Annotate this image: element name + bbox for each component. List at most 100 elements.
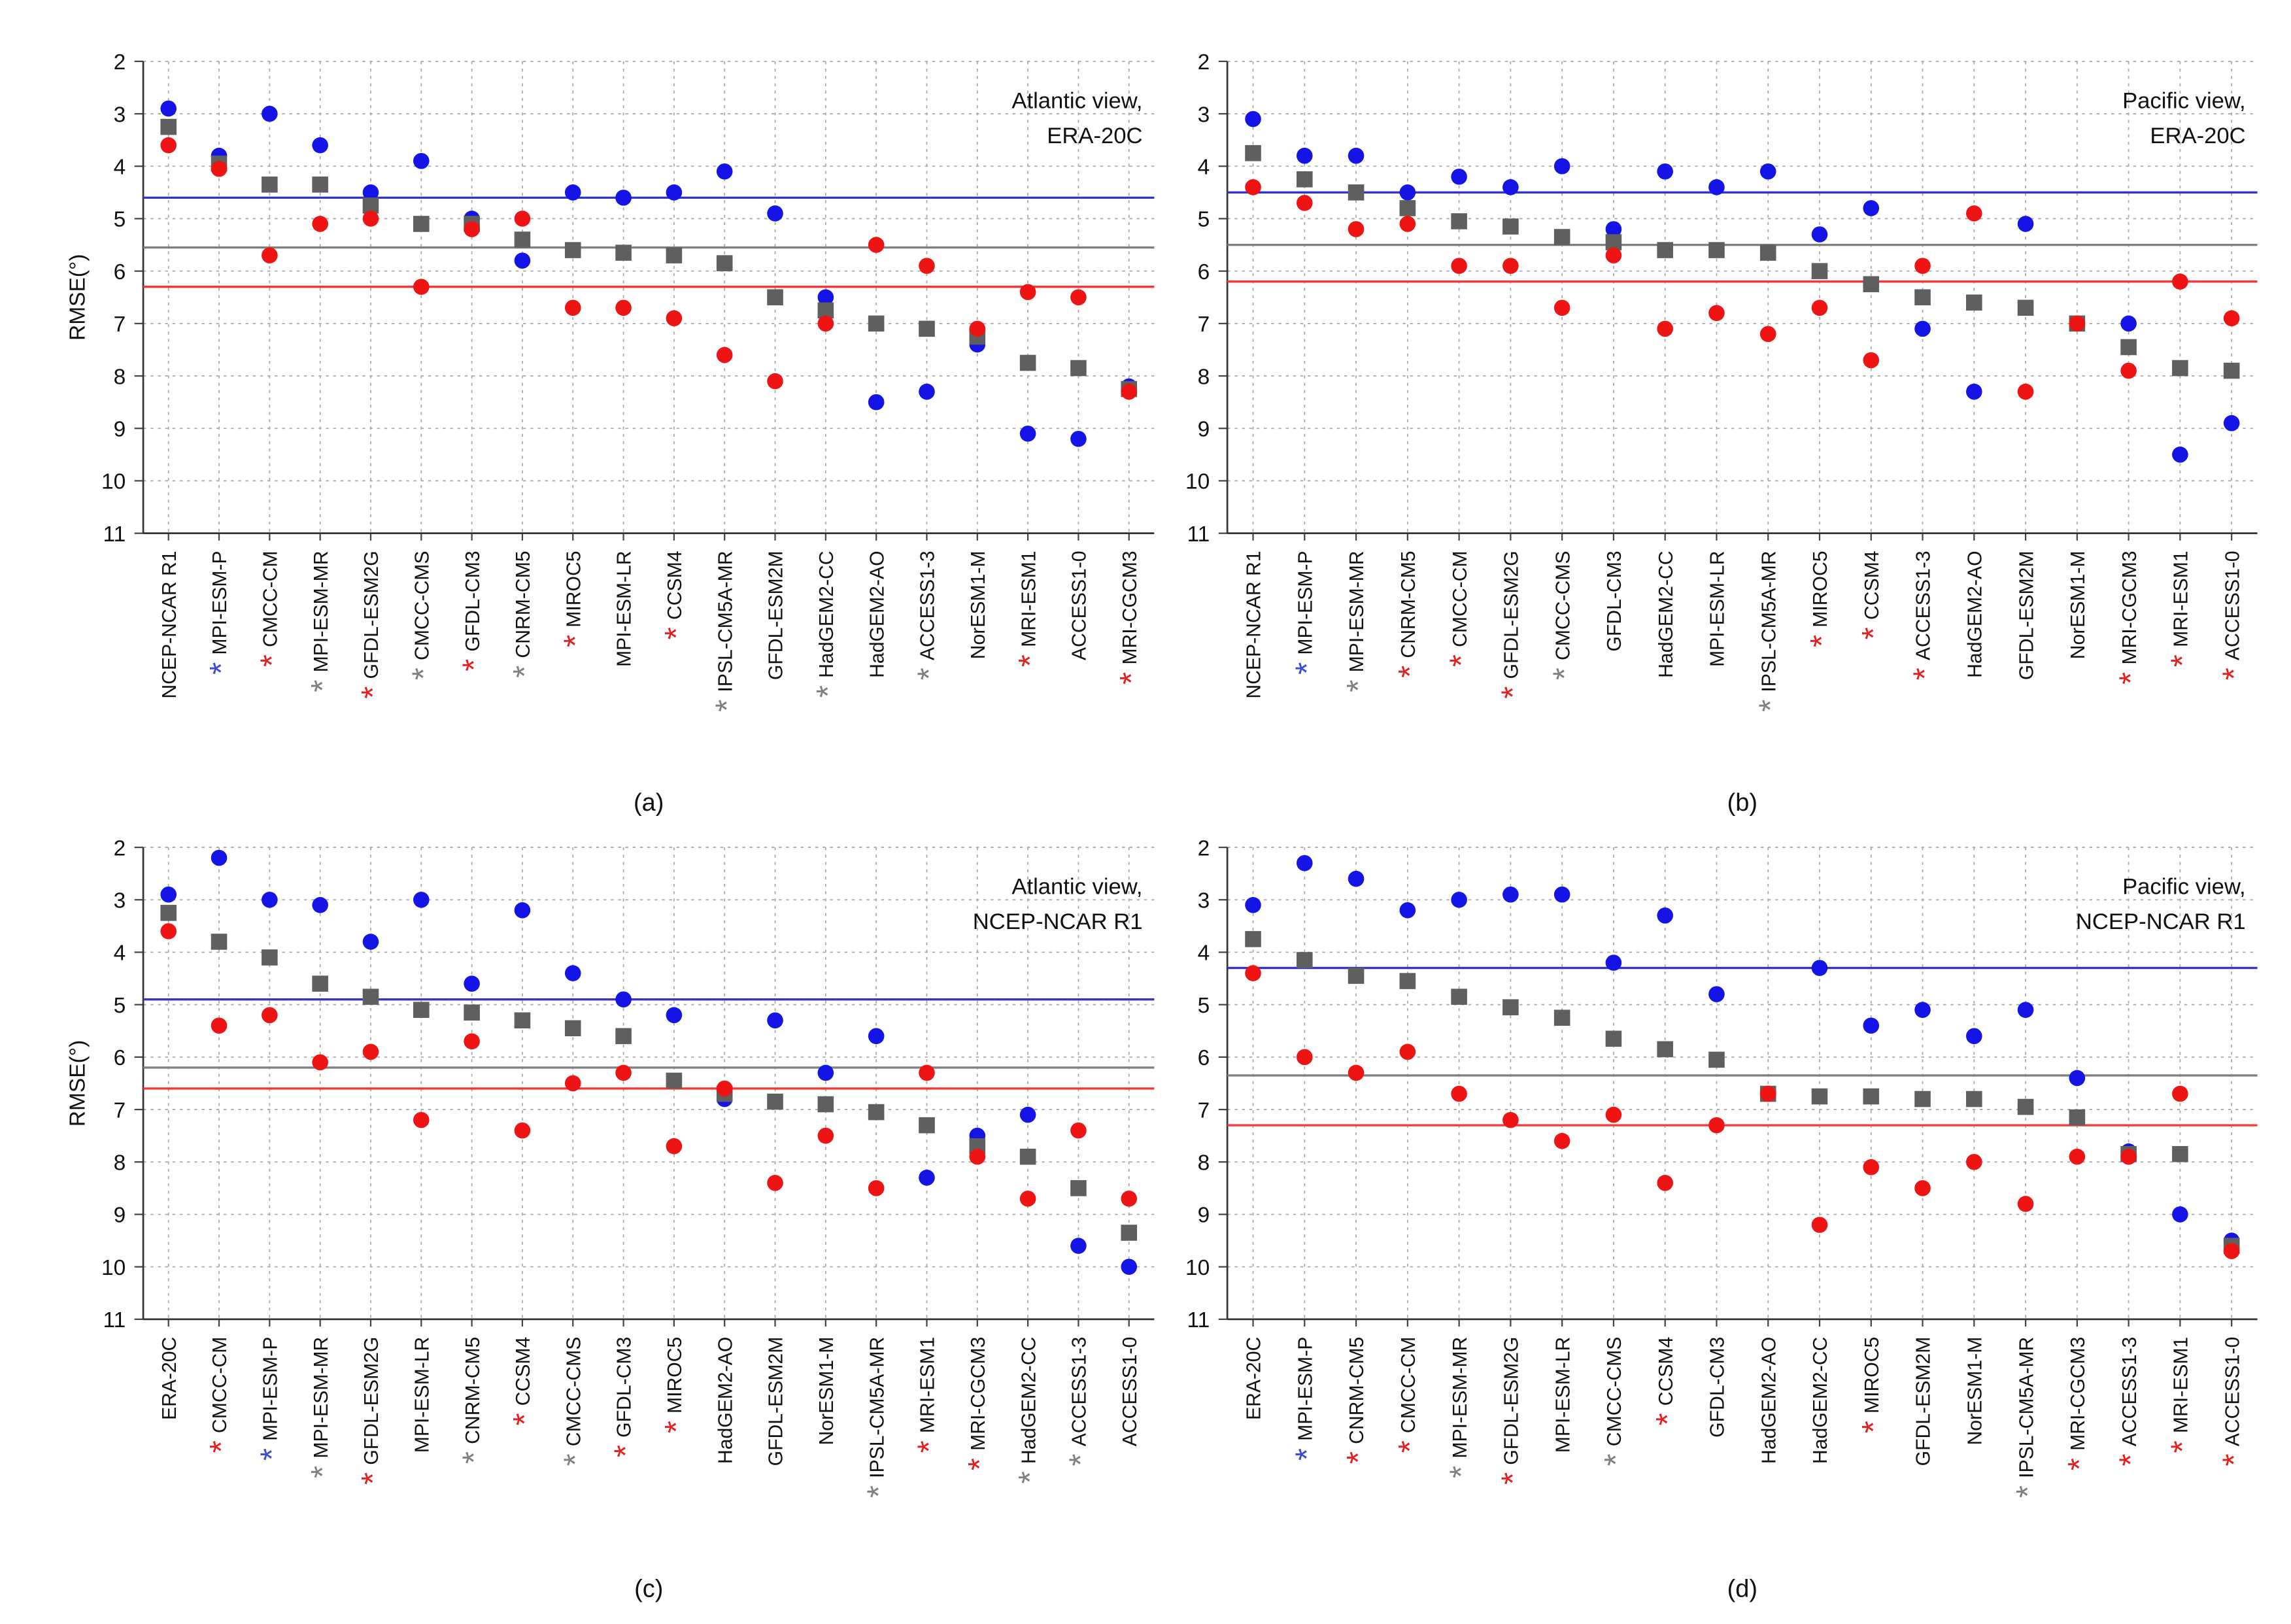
circle-marker [2017, 1196, 2034, 1212]
square-marker [413, 216, 430, 232]
category-name: NCEP-NCAR R1 [159, 550, 180, 698]
category-name: CNRM-CM5 [1346, 1337, 1368, 1444]
category-name: GFDL-ESM2M [1913, 1337, 1935, 1466]
significance-star: * [355, 1472, 391, 1485]
x-tick-label: * CMCC-CMS [405, 550, 441, 680]
x-tick-label: * MRI-ESM1 [1012, 550, 1048, 667]
circle-marker [2120, 1148, 2137, 1165]
circle-marker [2120, 362, 2137, 379]
y-tick-label: 11 [1187, 1308, 1210, 1332]
x-tick-label: GFDL-ESM2M [766, 1337, 787, 1466]
y-tick-label: 6 [1198, 1046, 1210, 1070]
y-tick-label: 8 [114, 365, 126, 389]
annotation: Pacific view, [2122, 88, 2246, 113]
category-name: HadGEM2-AO [715, 1337, 736, 1464]
square-marker [262, 177, 278, 193]
circle-marker [1019, 284, 1036, 301]
y-tick-label: 11 [1187, 522, 1210, 547]
significance-star: * [203, 1440, 239, 1453]
circle-marker [615, 1064, 632, 1081]
square-marker [564, 242, 581, 258]
circle-marker [160, 886, 177, 903]
x-tick-label: NorESM1-M [968, 550, 989, 659]
category-name: CCSM4 [664, 550, 686, 620]
square-marker [2172, 1145, 2188, 1162]
square-marker [919, 320, 935, 337]
circle-marker [666, 184, 683, 201]
x-tick-label: ACCESS1-0 [1069, 550, 1091, 660]
circle-marker [1708, 179, 1725, 195]
y-tick-label: 10 [101, 1256, 126, 1280]
x-tick-label: * ACCESS1-3 [911, 550, 947, 680]
circle-marker [413, 279, 430, 295]
category-name: MPI-ESM-P [1295, 550, 1316, 654]
category-name: ACCESS1-3 [917, 550, 939, 660]
square-marker [716, 255, 733, 271]
circle-marker [1399, 902, 1416, 919]
category-name: CCSM4 [1655, 1337, 1677, 1406]
circle-marker [2172, 447, 2188, 463]
circle-marker [1759, 163, 1776, 180]
category-name: CMCC-CMS [411, 550, 433, 660]
square-marker [1811, 1088, 1828, 1105]
y-tick-label: 2 [1198, 836, 1210, 860]
circle-marker [2172, 273, 2188, 290]
category-name: GFDL-CM3 [1604, 550, 1625, 651]
y-tick-label: 2 [1198, 50, 1210, 75]
square-marker [1657, 1041, 1673, 1058]
y-tick-label: 2 [114, 50, 126, 75]
circle-marker [2017, 383, 2034, 400]
circle-marker [262, 891, 278, 908]
annotation: ERA-20C [1047, 124, 1142, 148]
circle-marker [1121, 1259, 1138, 1275]
y-tick-label: 11 [103, 1308, 126, 1332]
category-name: GFDL-ESM2G [1501, 550, 1523, 679]
circle-marker [716, 347, 733, 364]
significance-star: * [2164, 654, 2200, 667]
circle-marker [1245, 897, 1261, 913]
significance-star: * [1113, 672, 1149, 685]
square-marker [919, 1117, 935, 1134]
x-tick-label: * MRI-ESM1 [2164, 550, 2200, 667]
category-name: GFDL-ESM2M [766, 1337, 787, 1466]
circle-marker [312, 897, 328, 913]
significance-star: * [1495, 686, 1531, 699]
x-tick-label: * HadGEM2-CC [1012, 1337, 1048, 1484]
x-tick-label: GFDL-ESM2M [766, 550, 787, 680]
panel-label: (d) [1727, 1575, 1757, 1602]
annotation: Atlantic view, [1011, 875, 1142, 900]
significance-star: * [305, 1466, 341, 1478]
square-marker [1914, 289, 1931, 306]
category-name: ERA-20C [159, 1337, 180, 1420]
significance-star: * [1907, 668, 1943, 680]
significance-star: * [305, 680, 341, 692]
category-name: IPSL-CM5A-MR [866, 1337, 888, 1478]
y-axis-label: RMSE(°) [66, 254, 90, 340]
circle-marker [1245, 965, 1261, 981]
circle-marker [615, 190, 632, 206]
category-name: MIROC5 [664, 1337, 686, 1413]
annotation: ERA-20C [2150, 124, 2245, 148]
square-marker [514, 1012, 531, 1029]
circle-marker [1245, 179, 1261, 195]
annotation: NCEP-NCAR R1 [2076, 909, 2246, 934]
circle-marker [1966, 205, 1982, 222]
square-marker [666, 1072, 683, 1089]
circle-marker [767, 1175, 783, 1191]
y-tick-label: 2 [114, 836, 126, 860]
category-name: IPSL-CM5A-MR [1758, 550, 1780, 692]
category-name: MPI-ESM-MR [311, 1337, 332, 1459]
x-tick-label: * GFDL-CM3 [608, 1337, 644, 1457]
x-tick-label: * CCSM4 [1856, 550, 1892, 639]
panel: 2 3 4 5 6 7 8 9 10 11 ERA-20C * MPI-ESM-P * CNRM-CM5 * C… [1185, 836, 2258, 1602]
square-marker [362, 989, 379, 1005]
circle-marker [666, 310, 683, 327]
circle-marker [1966, 1028, 1982, 1045]
x-tick-label: NorESM1-M [1964, 1337, 1986, 1446]
square-marker [2223, 362, 2240, 379]
square-marker [211, 934, 228, 950]
square-marker [1070, 1180, 1087, 1196]
significance-star: * [2062, 1458, 2097, 1470]
category-name: CMCC-CM [1450, 550, 1471, 647]
x-tick-label: HadGEM2-CC [1655, 550, 1677, 677]
